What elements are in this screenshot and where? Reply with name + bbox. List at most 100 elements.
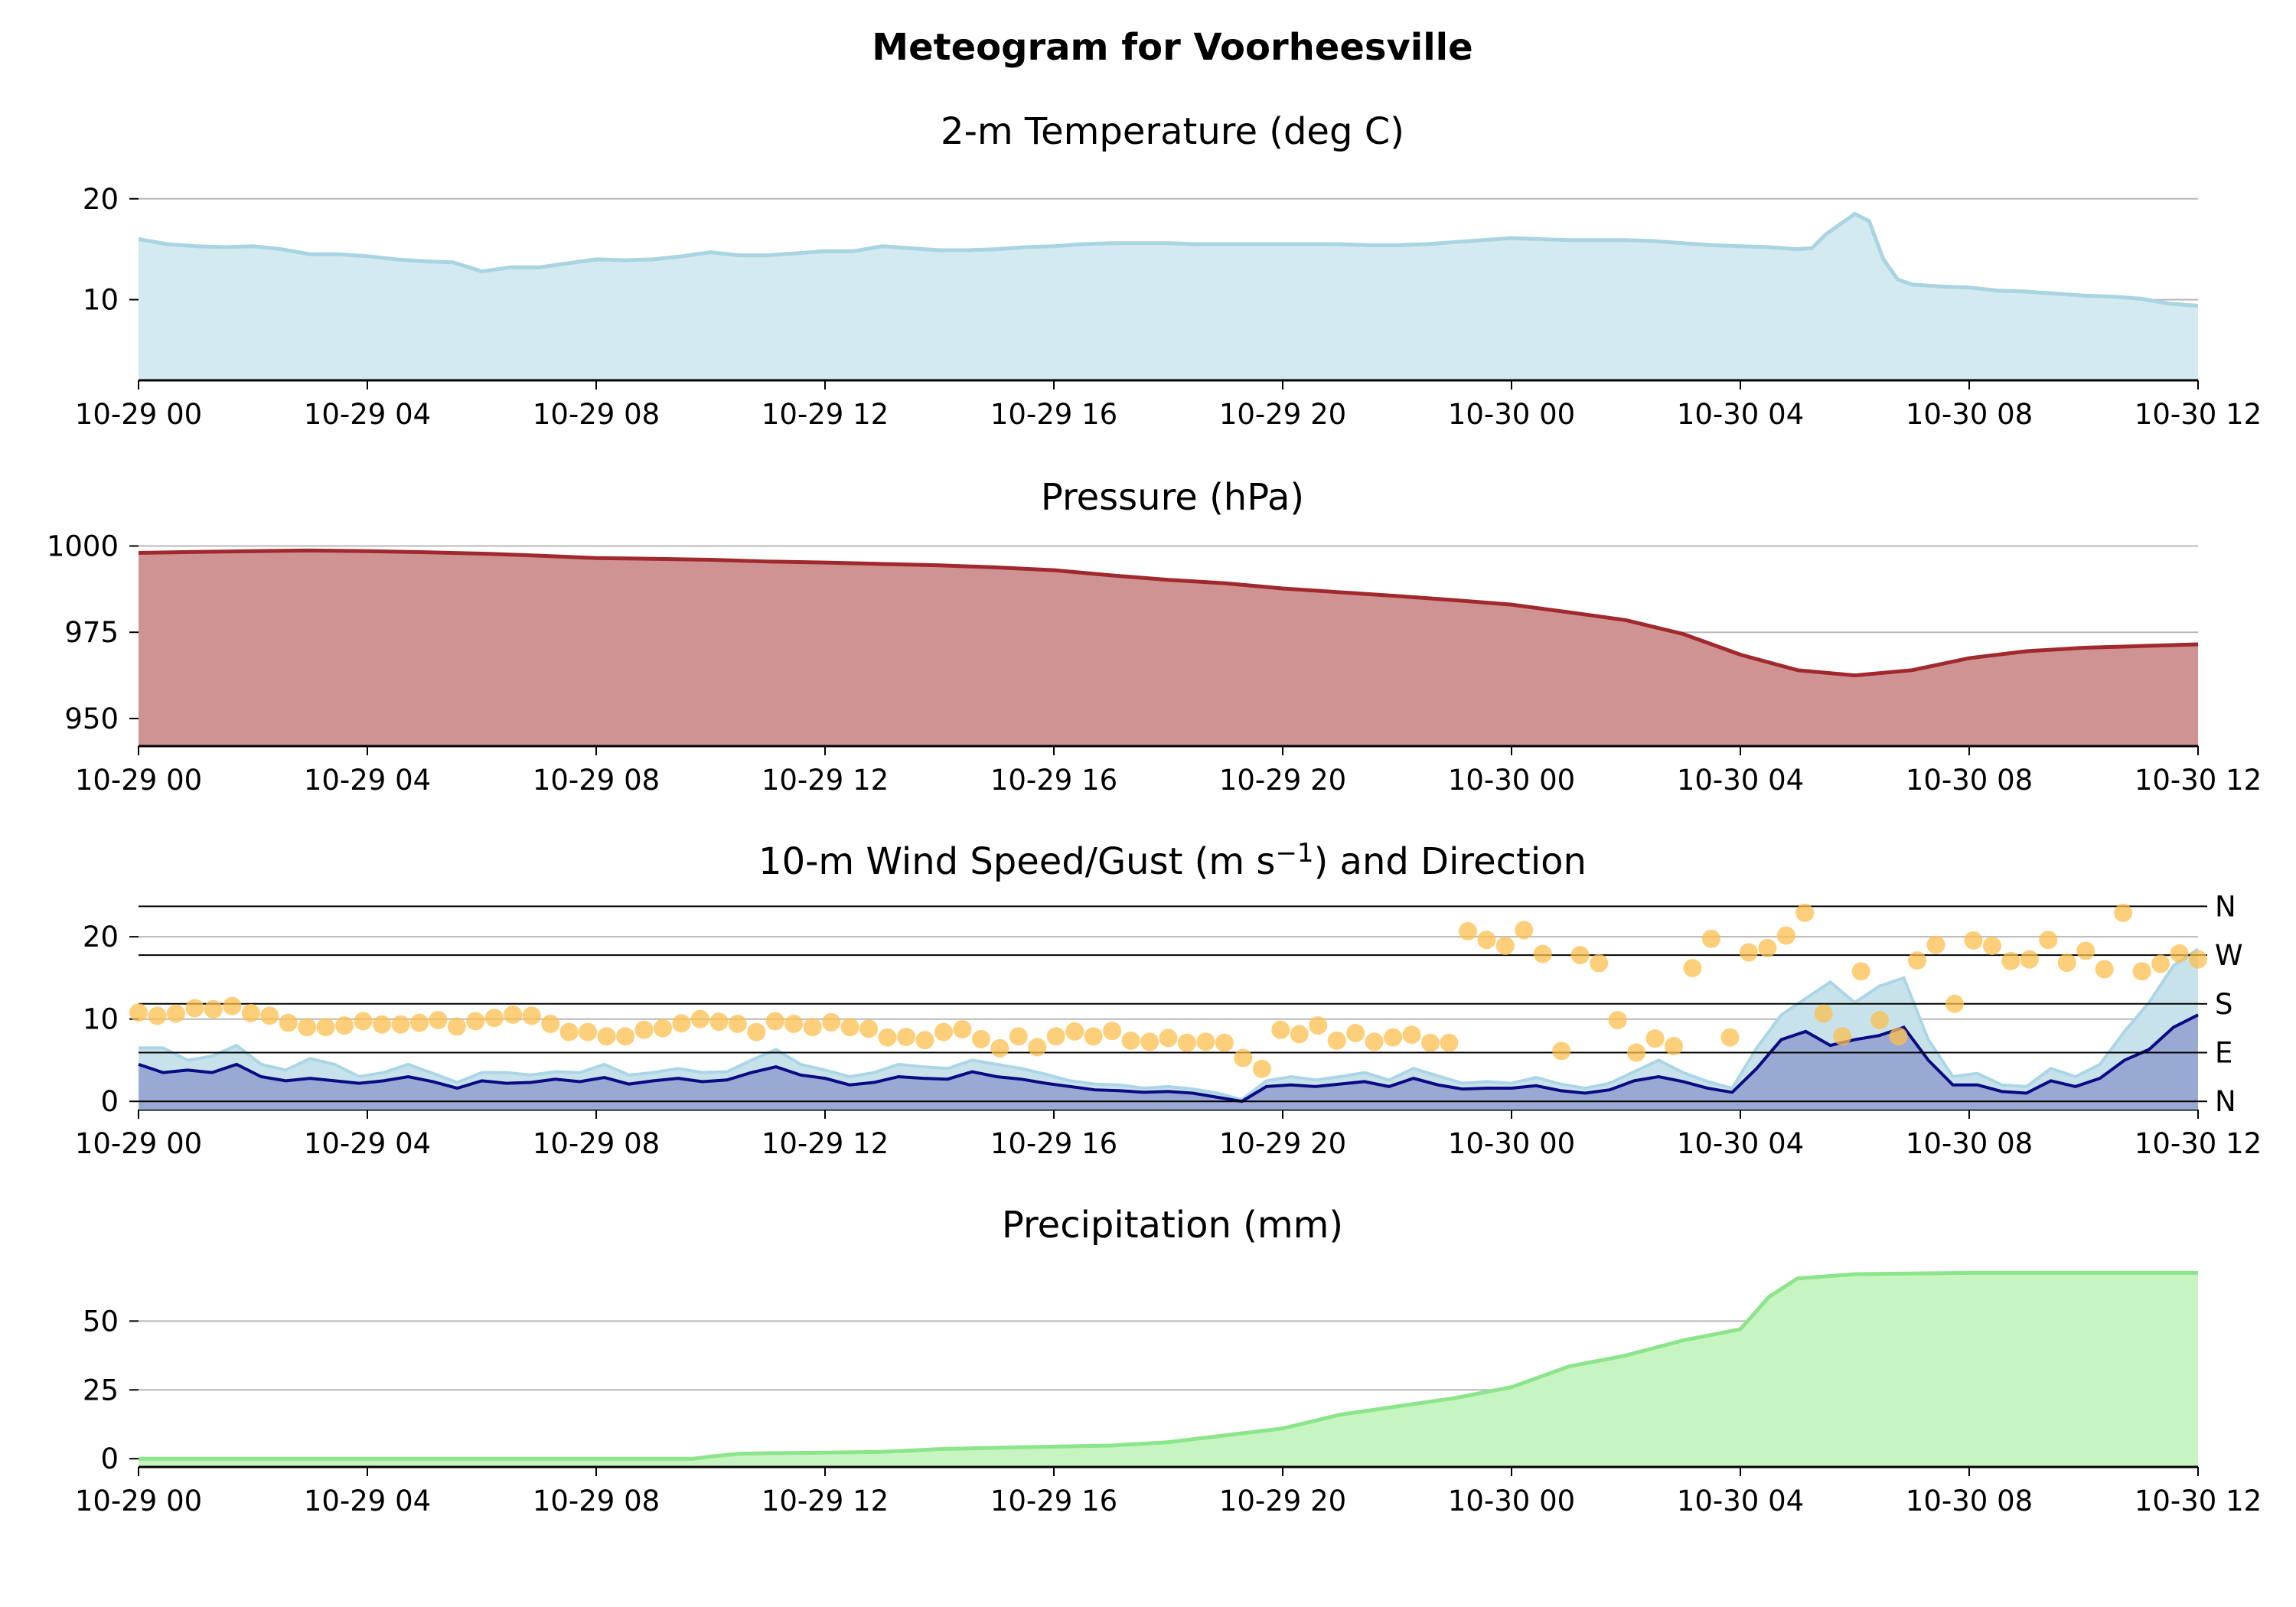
direction-point [897,1027,916,1046]
panel-pressure: Pressure (hPa) 950 975 1000 10-29 00 10-29 04… [47,476,2262,797]
direction-point [1177,1033,1196,1052]
x-tick-label: 10-30 00 [1448,1127,1575,1160]
x-tick-label: 10-29 12 [762,1485,889,1517]
direction-point [1309,1016,1328,1035]
x-tick-label: 10-30 08 [1906,1127,2033,1160]
direction-point [204,999,223,1019]
direction-point [1683,959,1702,978]
direction-point [1440,1033,1459,1052]
direction-point [934,1022,953,1041]
direction-point [728,1014,747,1033]
direction-point [1590,953,1609,973]
direction-point [148,1006,167,1025]
direction-point [765,1012,784,1031]
x-tick-label: 10-29 00 [75,398,202,431]
x-tick-label: 10-29 20 [1219,764,1346,797]
direction-point [484,1009,504,1028]
x-tick-label: 10-30 00 [1448,398,1575,431]
direction-point [803,1018,822,1037]
direction-point [2151,954,2170,973]
direction-point [354,1012,373,1031]
direction-point [672,1014,691,1033]
direction-point [298,1018,317,1037]
x-tick-label: 10-30 04 [1677,764,1804,797]
direction-point [504,1005,523,1024]
direction-label: S [2215,988,2233,1021]
direction-point [1103,1022,1122,1041]
x-tick-label: 10-30 12 [2135,764,2262,797]
x-tick-label: 10-30 00 [1448,764,1575,797]
y-tick-label: 10 [83,1003,119,1036]
direction-point [784,1014,804,1033]
direction-point [166,1004,185,1023]
x-tick-label: 10-29 08 [533,764,660,797]
direction-point [579,1022,598,1041]
x-tick-label: 10-30 12 [2135,398,2262,431]
x-tick-label: 10-29 08 [533,1485,660,1517]
pressure-line [138,548,2199,678]
direction-point [1477,931,1496,950]
y-tick-label: 1000 [47,530,119,563]
direction-point [1552,1041,1571,1061]
direction-point [279,1013,298,1032]
direction-point [466,1012,485,1031]
x-tick-label: 10-29 20 [1219,1127,1346,1160]
direction-point [260,1006,279,1025]
direction-point [185,999,204,1018]
x-tick-label: 10-29 00 [75,1127,202,1160]
direction-point [1945,994,1964,1013]
direction-point [840,1018,859,1037]
direction-label: W [2215,939,2243,972]
direction-point [1851,962,1870,981]
x-tick-label: 10-29 00 [75,1485,202,1517]
x-tick-label: 10-29 16 [990,1485,1117,1517]
precipitation-line [139,1270,2198,1461]
direction-point [859,1019,879,1038]
direction-point [971,1029,990,1048]
direction-point [2001,951,2020,970]
y-tick-label: 10 [83,284,119,317]
direction-point [1739,943,1758,962]
direction-point [616,1027,635,1046]
panel-temperature: 2-m Temperature (deg C) 10 20 10-29 00 10-29… [75,110,2262,431]
direction-point [1046,1027,1065,1046]
x-tick-label: 10-30 04 [1677,1127,1804,1160]
panel-title: 2-m Temperature (deg C) [941,110,1404,153]
direction-point [541,1014,560,1033]
x-tick-label: 10-29 12 [762,398,889,431]
direction-point [1982,937,2001,956]
direction-point [2170,944,2189,963]
x-tick-label: 10-29 12 [762,764,889,797]
direction-point [1926,935,1945,954]
x-tick-label: 10-29 00 [75,764,202,797]
x-tick-label: 10-30 04 [1677,1485,1804,1517]
temperature-area [139,214,2198,380]
direction-point [878,1028,897,1047]
direction-point [1889,1027,1908,1046]
x-tick-label: 10-29 12 [762,1127,889,1160]
direction-point [1645,1029,1665,1048]
panel-precipitation: Precipitation (mm) 0 25 50 10-29 00 10-29 04 1… [75,1204,2262,1517]
direction-point [1758,938,1777,957]
direction-point [447,1017,466,1036]
x-tick-label: 10-29 16 [990,764,1117,797]
direction-point [2189,950,2207,969]
direction-point [429,1011,448,1030]
direction-point [559,1022,579,1041]
direction-point [1795,903,1815,922]
y-tick-label: 20 [83,921,119,953]
direction-point [1346,1024,1365,1043]
direction-point [1065,1022,1084,1041]
direction-point [2095,960,2114,979]
speed-line [138,1013,2199,1103]
direction-point [1402,1025,1421,1045]
direction-point [1196,1032,1215,1051]
direction-point [953,1020,972,1039]
x-tick-label: 10-29 16 [990,1127,1117,1160]
direction-point [1833,1027,1852,1046]
x-tick-label: 10-29 04 [304,1127,431,1160]
direction-point [1327,1031,1346,1050]
direction-point [653,1019,672,1038]
direction-point [1420,1033,1440,1052]
y-tick-label: 20 [83,183,119,216]
